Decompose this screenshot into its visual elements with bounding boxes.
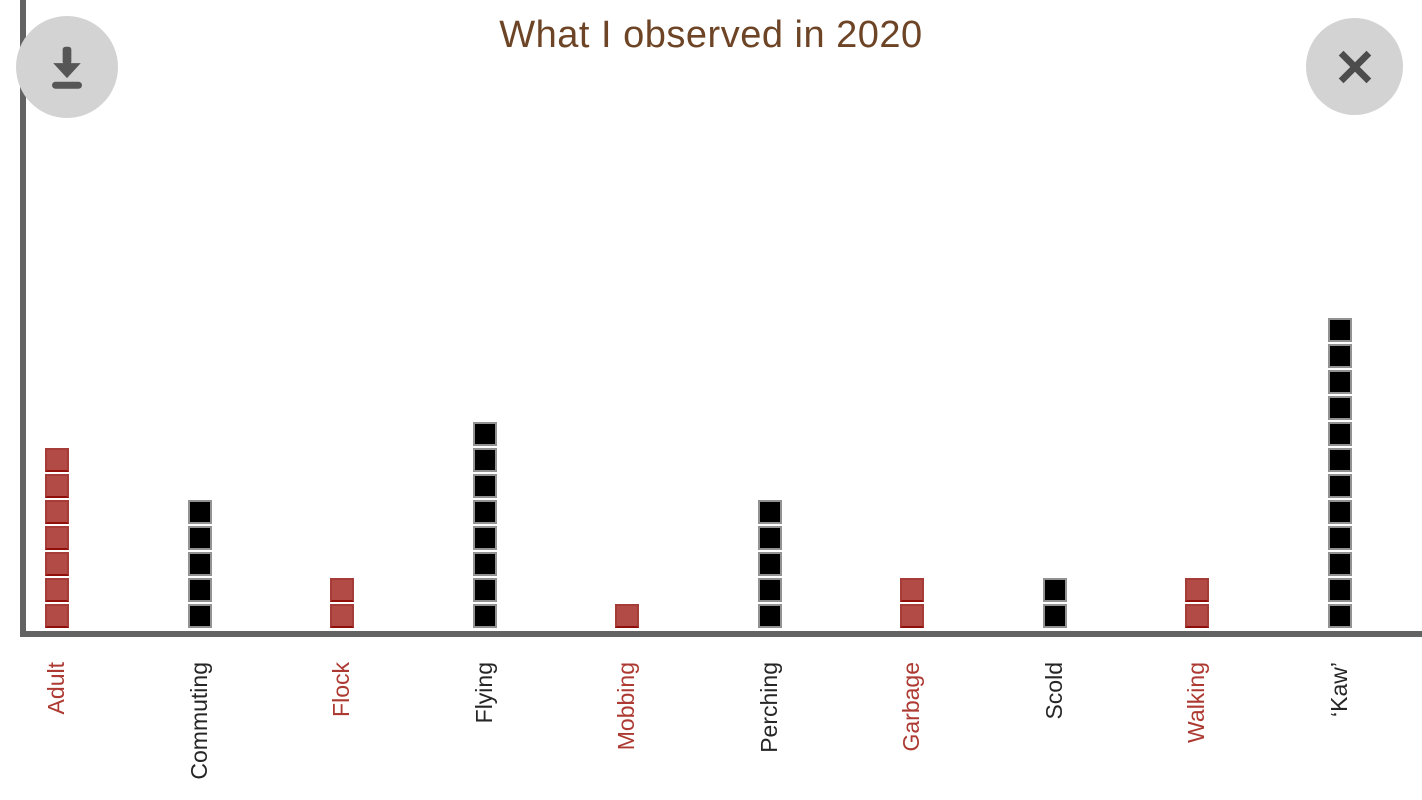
category-label-commuting: Commuting: [186, 662, 213, 780]
unit-square: [1328, 526, 1352, 550]
bar-column-kaw: [1328, 318, 1352, 628]
unit-square: [473, 578, 497, 602]
unit-square: [758, 552, 782, 576]
unit-square: [1328, 396, 1352, 420]
download-button[interactable]: [16, 16, 118, 118]
unit-square: [45, 578, 69, 602]
category-label-perching: Perching: [756, 662, 783, 753]
unit-square: [758, 578, 782, 602]
unit-square: [330, 604, 354, 628]
unit-square: [615, 604, 639, 628]
unit-square: [1328, 474, 1352, 498]
unit-square: [45, 500, 69, 524]
unit-square: [473, 474, 497, 498]
unit-square: [188, 552, 212, 576]
category-label-flock: Flock: [328, 662, 355, 717]
unit-square: [473, 448, 497, 472]
unit-square: [900, 578, 924, 602]
bar-column-flock: [330, 578, 354, 628]
unit-square: [1328, 500, 1352, 524]
unit-square: [45, 604, 69, 628]
unit-square: [1328, 422, 1352, 446]
unit-square: [1328, 552, 1352, 576]
unit-square: [45, 448, 69, 472]
unit-square: [188, 604, 212, 628]
unit-square: [900, 604, 924, 628]
unit-square: [1043, 578, 1067, 602]
bar-column-commuting: [188, 500, 212, 628]
category-label-scold: Scold: [1041, 662, 1068, 720]
unit-square: [188, 578, 212, 602]
unit-square: [45, 526, 69, 550]
category-label-adult: Adult: [43, 662, 70, 715]
unit-square: [1328, 578, 1352, 602]
unit-square: [473, 526, 497, 550]
unit-square: [1328, 344, 1352, 368]
unit-square: [45, 552, 69, 576]
category-label-kaw: ‘Kaw’: [1326, 662, 1353, 717]
download-icon: [38, 38, 96, 96]
bar-column-garbage: [900, 578, 924, 628]
unit-square: [473, 500, 497, 524]
unit-square: [1328, 448, 1352, 472]
unit-square: [1328, 370, 1352, 394]
y-axis-line: [20, 0, 26, 637]
unit-square: [1043, 604, 1067, 628]
category-label-garbage: Garbage: [898, 662, 925, 752]
close-button[interactable]: [1306, 18, 1403, 115]
bar-column-mobbing: [615, 604, 639, 628]
category-label-flying: Flying: [471, 662, 498, 724]
unit-square: [188, 500, 212, 524]
unit-square: [758, 526, 782, 550]
bar-column-perching: [758, 500, 782, 628]
bar-column-flying: [473, 422, 497, 628]
bar-column-scold: [1043, 578, 1067, 628]
unit-square: [1185, 578, 1209, 602]
category-label-mobbing: Mobbing: [613, 662, 640, 751]
unit-square: [473, 552, 497, 576]
unit-square: [188, 526, 212, 550]
close-icon: [1329, 41, 1381, 93]
unit-square: [1328, 604, 1352, 628]
unit-square: [1185, 604, 1209, 628]
x-axis-line: [20, 631, 1422, 637]
unit-square: [1328, 318, 1352, 342]
bar-column-walking: [1185, 578, 1209, 628]
unit-square: [45, 474, 69, 498]
unit-square: [473, 422, 497, 446]
category-label-walking: Walking: [1183, 662, 1210, 743]
unit-square: [758, 500, 782, 524]
unit-square: [758, 604, 782, 628]
unit-square: [330, 578, 354, 602]
unit-square: [473, 604, 497, 628]
chart-title: What I observed in 2020: [499, 14, 923, 56]
bar-column-adult: [45, 448, 69, 628]
